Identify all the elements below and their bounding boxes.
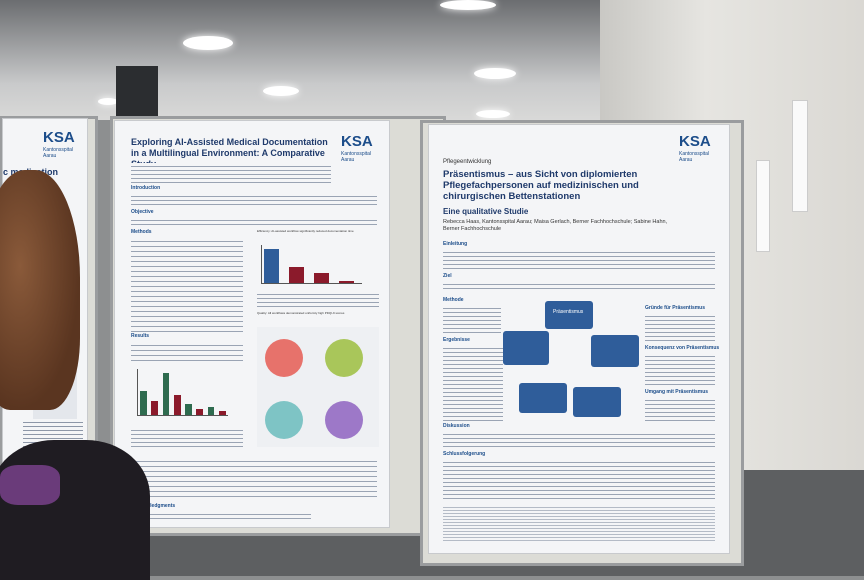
section-heading: Objective: [131, 209, 154, 215]
text-block: [443, 305, 501, 335]
figure-caption: [131, 427, 243, 447]
diagram-node: [503, 331, 549, 365]
side-heading: Gründe für Präsentismus: [645, 305, 706, 311]
chart-bar: [207, 407, 215, 415]
chart-bar: [140, 391, 147, 415]
text-block: [443, 459, 715, 499]
references-block: [443, 505, 715, 541]
chart-bar: [185, 404, 192, 415]
bar-chart: [261, 245, 362, 284]
wall-sign: [756, 160, 770, 252]
chart-bar: [162, 373, 170, 415]
figure-caption: [257, 291, 379, 307]
ceiling-light: [440, 0, 496, 10]
right-poster: KSA Kantonsspital Aarau Pflegeentwicklun…: [428, 124, 730, 554]
ceiling-light: [474, 68, 516, 79]
ksa-logo-subtitle: Kantonsspital Aarau: [43, 147, 74, 159]
poster-title: Präsentismus – aus Sicht von diplomierte…: [443, 169, 639, 202]
center-poster: Exploring AI-Assisted Medical Documentat…: [114, 120, 390, 528]
figure-caption: Quality: All workflows demonstrated unif…: [257, 311, 345, 315]
text-block: [443, 345, 503, 421]
chart-bar: [196, 409, 203, 415]
text-block: [443, 249, 715, 271]
side-heading: Umgang mit Präsentismus: [645, 389, 709, 395]
diagram-node: [573, 387, 621, 417]
text-block: [131, 193, 377, 207]
chart-bar: [151, 401, 158, 415]
diagram-node: [545, 301, 593, 329]
section-heading: Results: [131, 333, 150, 339]
radar-chart: [265, 339, 303, 377]
radar-chart: [265, 401, 303, 439]
ksa-logo-subtitle: Kantonsspital Aarau: [341, 151, 372, 163]
section-heading: Ergebnisse: [443, 337, 470, 343]
chart-bar: [339, 281, 354, 283]
diagram-node: [591, 335, 639, 367]
text-block: [131, 341, 243, 363]
section-heading: Acknowledgments: [131, 503, 176, 509]
bar-chart: [137, 369, 228, 416]
section-heading: Einleitung: [443, 241, 468, 247]
person-hair: [0, 170, 80, 410]
poster-subtitle: Eine qualitative Studie: [443, 207, 529, 216]
ceiling-light: [476, 110, 510, 118]
text-block: [131, 217, 377, 227]
chart-bar: [173, 395, 181, 415]
chart-bar: [264, 249, 279, 283]
text-block: [131, 237, 243, 333]
ceiling-light: [98, 98, 118, 105]
chart-bar: [218, 411, 226, 415]
person-collar: [0, 465, 60, 505]
author-lines: [131, 163, 331, 183]
wall-sign: [792, 100, 808, 212]
section-heading: Ziel: [443, 273, 452, 279]
ksa-logo: KSA: [43, 129, 75, 146]
ksa-logo: KSA: [341, 133, 373, 150]
section-heading: Diskussion: [443, 423, 470, 429]
diagram-node: [519, 383, 567, 413]
poster-authors: Rebecca Haas, Kantonsspital Aarau; Maisa…: [443, 219, 668, 232]
text-block: [443, 281, 715, 291]
poster-kicker: Pflegeentwicklung: [443, 159, 492, 165]
ksa-logo: KSA: [679, 133, 711, 150]
section-heading: Introduction: [131, 185, 161, 191]
text-block: [645, 397, 715, 421]
chart-bar: [314, 273, 329, 283]
text-block: [443, 431, 715, 447]
radar-chart: [325, 339, 363, 377]
chart-bar: [289, 267, 304, 283]
ceiling-light: [263, 86, 299, 96]
section-heading: Methode: [443, 297, 464, 303]
text-block: [645, 313, 715, 343]
diagram-center-label: Präsentismus: [553, 309, 584, 315]
text-block: [131, 457, 377, 497]
radar-chart: [325, 401, 363, 439]
section-heading: Methods: [131, 229, 152, 235]
ceiling-light: [183, 36, 233, 50]
figure-caption: Efficiency: AI-assisted workflow signifi…: [257, 229, 354, 233]
person-shoulder: [0, 440, 150, 580]
section-heading: Schlussfolgerung: [443, 451, 486, 457]
side-heading: Konsequenz von Präsentismus: [645, 345, 720, 351]
text-block: [645, 353, 715, 387]
text-block: [131, 511, 311, 519]
ksa-logo-subtitle: Kantonsspital Aarau: [679, 151, 710, 163]
